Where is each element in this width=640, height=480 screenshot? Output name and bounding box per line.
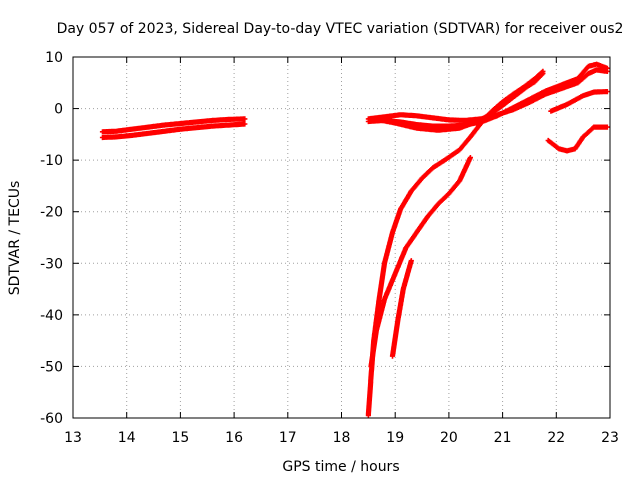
y-axis-label: SDTVAR / TECUs [7,181,23,296]
x-tick-label: 14 [118,430,136,446]
chart-title: Day 057 of 2023, Sidereal Day-to-day VTE… [57,21,624,37]
x-tick-label: 21 [494,430,512,446]
series-track-h [371,70,546,133]
series-track-i [548,89,610,114]
y-tick-label: -30 [40,256,63,272]
x-tick-label: 16 [225,430,243,446]
x-axis-label: GPS time / hours [282,459,399,475]
series-markers [99,116,248,135]
series-markers [368,155,473,369]
x-tick-label: 20 [440,430,458,446]
series-track-b [99,121,248,141]
series-markers [545,124,610,154]
data-marks [99,61,610,418]
y-tick-label: -20 [40,205,63,221]
x-tick-label: 19 [386,430,404,446]
series-markers [389,258,414,359]
y-tick-label: -50 [40,359,63,375]
x-tick-label: 18 [333,430,351,446]
series-track-g [365,61,610,129]
x-tick-label: 22 [547,430,565,446]
y-tick-label: 10 [45,50,63,66]
x-tick-label: 15 [171,430,189,446]
y-tick-label: -10 [40,153,63,169]
series-markers [365,61,610,129]
series-track-d [368,155,473,369]
series-markers [99,121,248,141]
axis-ticks: 13 14 15 16 17 18 19 20 21 22 23 10 0 -10 -20 -30 -40 -50… [40,50,619,446]
series-markers [371,70,546,133]
y-tick-label: -60 [40,411,63,427]
series-track-a [99,116,248,135]
grid [73,57,610,418]
y-tick-label: 0 [54,102,63,118]
x-tick-label: 23 [601,430,619,446]
series-track-e [389,258,414,359]
x-tick-label: 13 [64,430,82,446]
series-markers [548,89,610,114]
series-track-j [545,124,610,154]
x-tick-label: 17 [279,430,297,446]
y-tick-label: -40 [40,308,63,324]
